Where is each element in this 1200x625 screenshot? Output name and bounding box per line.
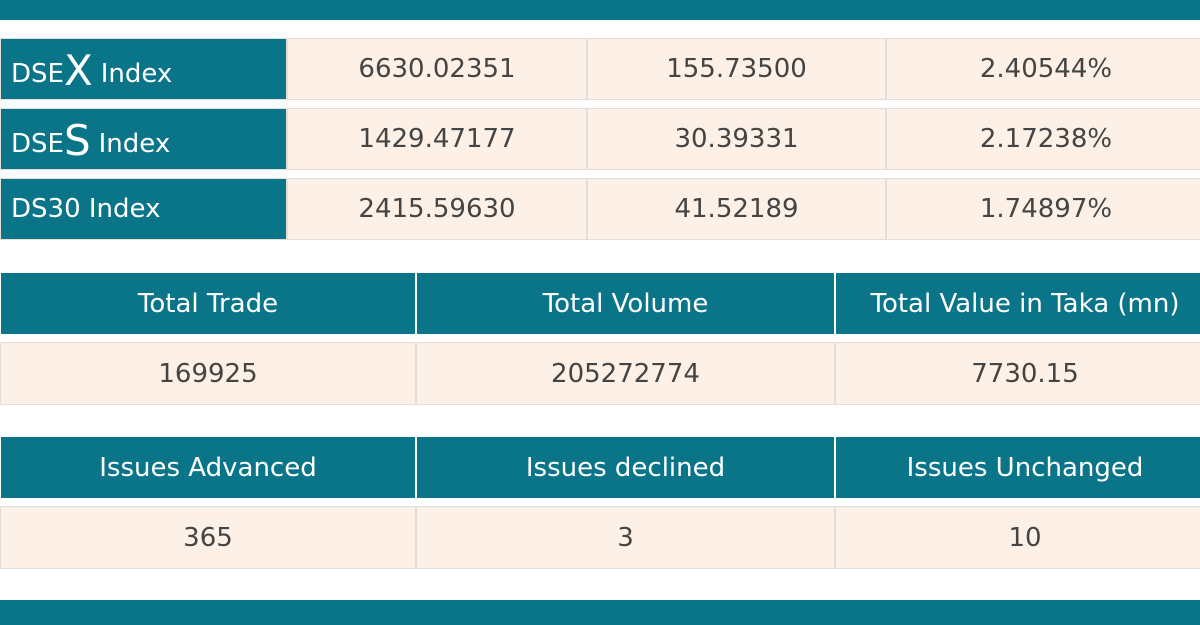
index-value: 6630.02351: [287, 38, 587, 100]
index-letter: S: [63, 116, 91, 165]
index-name: DS30 Index: [0, 178, 287, 240]
index-change: 41.52189: [587, 178, 886, 240]
index-prefix: DSE: [11, 129, 64, 159]
trade-value: 7730.15: [835, 342, 1200, 405]
index-change: 155.73500: [587, 38, 886, 100]
issues-value: 3: [416, 506, 835, 569]
index-percent: 2.40544%: [886, 38, 1200, 100]
index-name: DSE X Index: [0, 38, 287, 100]
index-letter: X: [63, 46, 93, 95]
index-value: 2415.59630: [287, 178, 587, 240]
index-suffix: Index: [100, 59, 173, 89]
issues-value: 10: [835, 506, 1200, 569]
issues-header: Issues Advanced: [0, 436, 416, 499]
trade-header: Total Trade: [0, 272, 416, 335]
top-bar: [0, 0, 1200, 20]
index-value: 1429.47177: [287, 108, 587, 170]
index-percent: 1.74897%: [886, 178, 1200, 240]
trade-value: 205272774: [416, 342, 835, 405]
issues-header: Issues Unchanged: [835, 436, 1200, 499]
trade-header: Total Value in Taka (mn): [835, 272, 1200, 335]
trade-value: 169925: [0, 342, 416, 405]
index-percent: 2.17238%: [886, 108, 1200, 170]
issues-value: 365: [0, 506, 416, 569]
bottom-bar: [0, 600, 1200, 625]
index-suffix: Index: [98, 129, 171, 159]
trade-header: Total Volume: [416, 272, 835, 335]
issues-header: Issues declined: [416, 436, 835, 499]
index-name: DSE S Index: [0, 108, 287, 170]
index-prefix: DSE: [11, 59, 64, 89]
index-change: 30.39331: [587, 108, 886, 170]
